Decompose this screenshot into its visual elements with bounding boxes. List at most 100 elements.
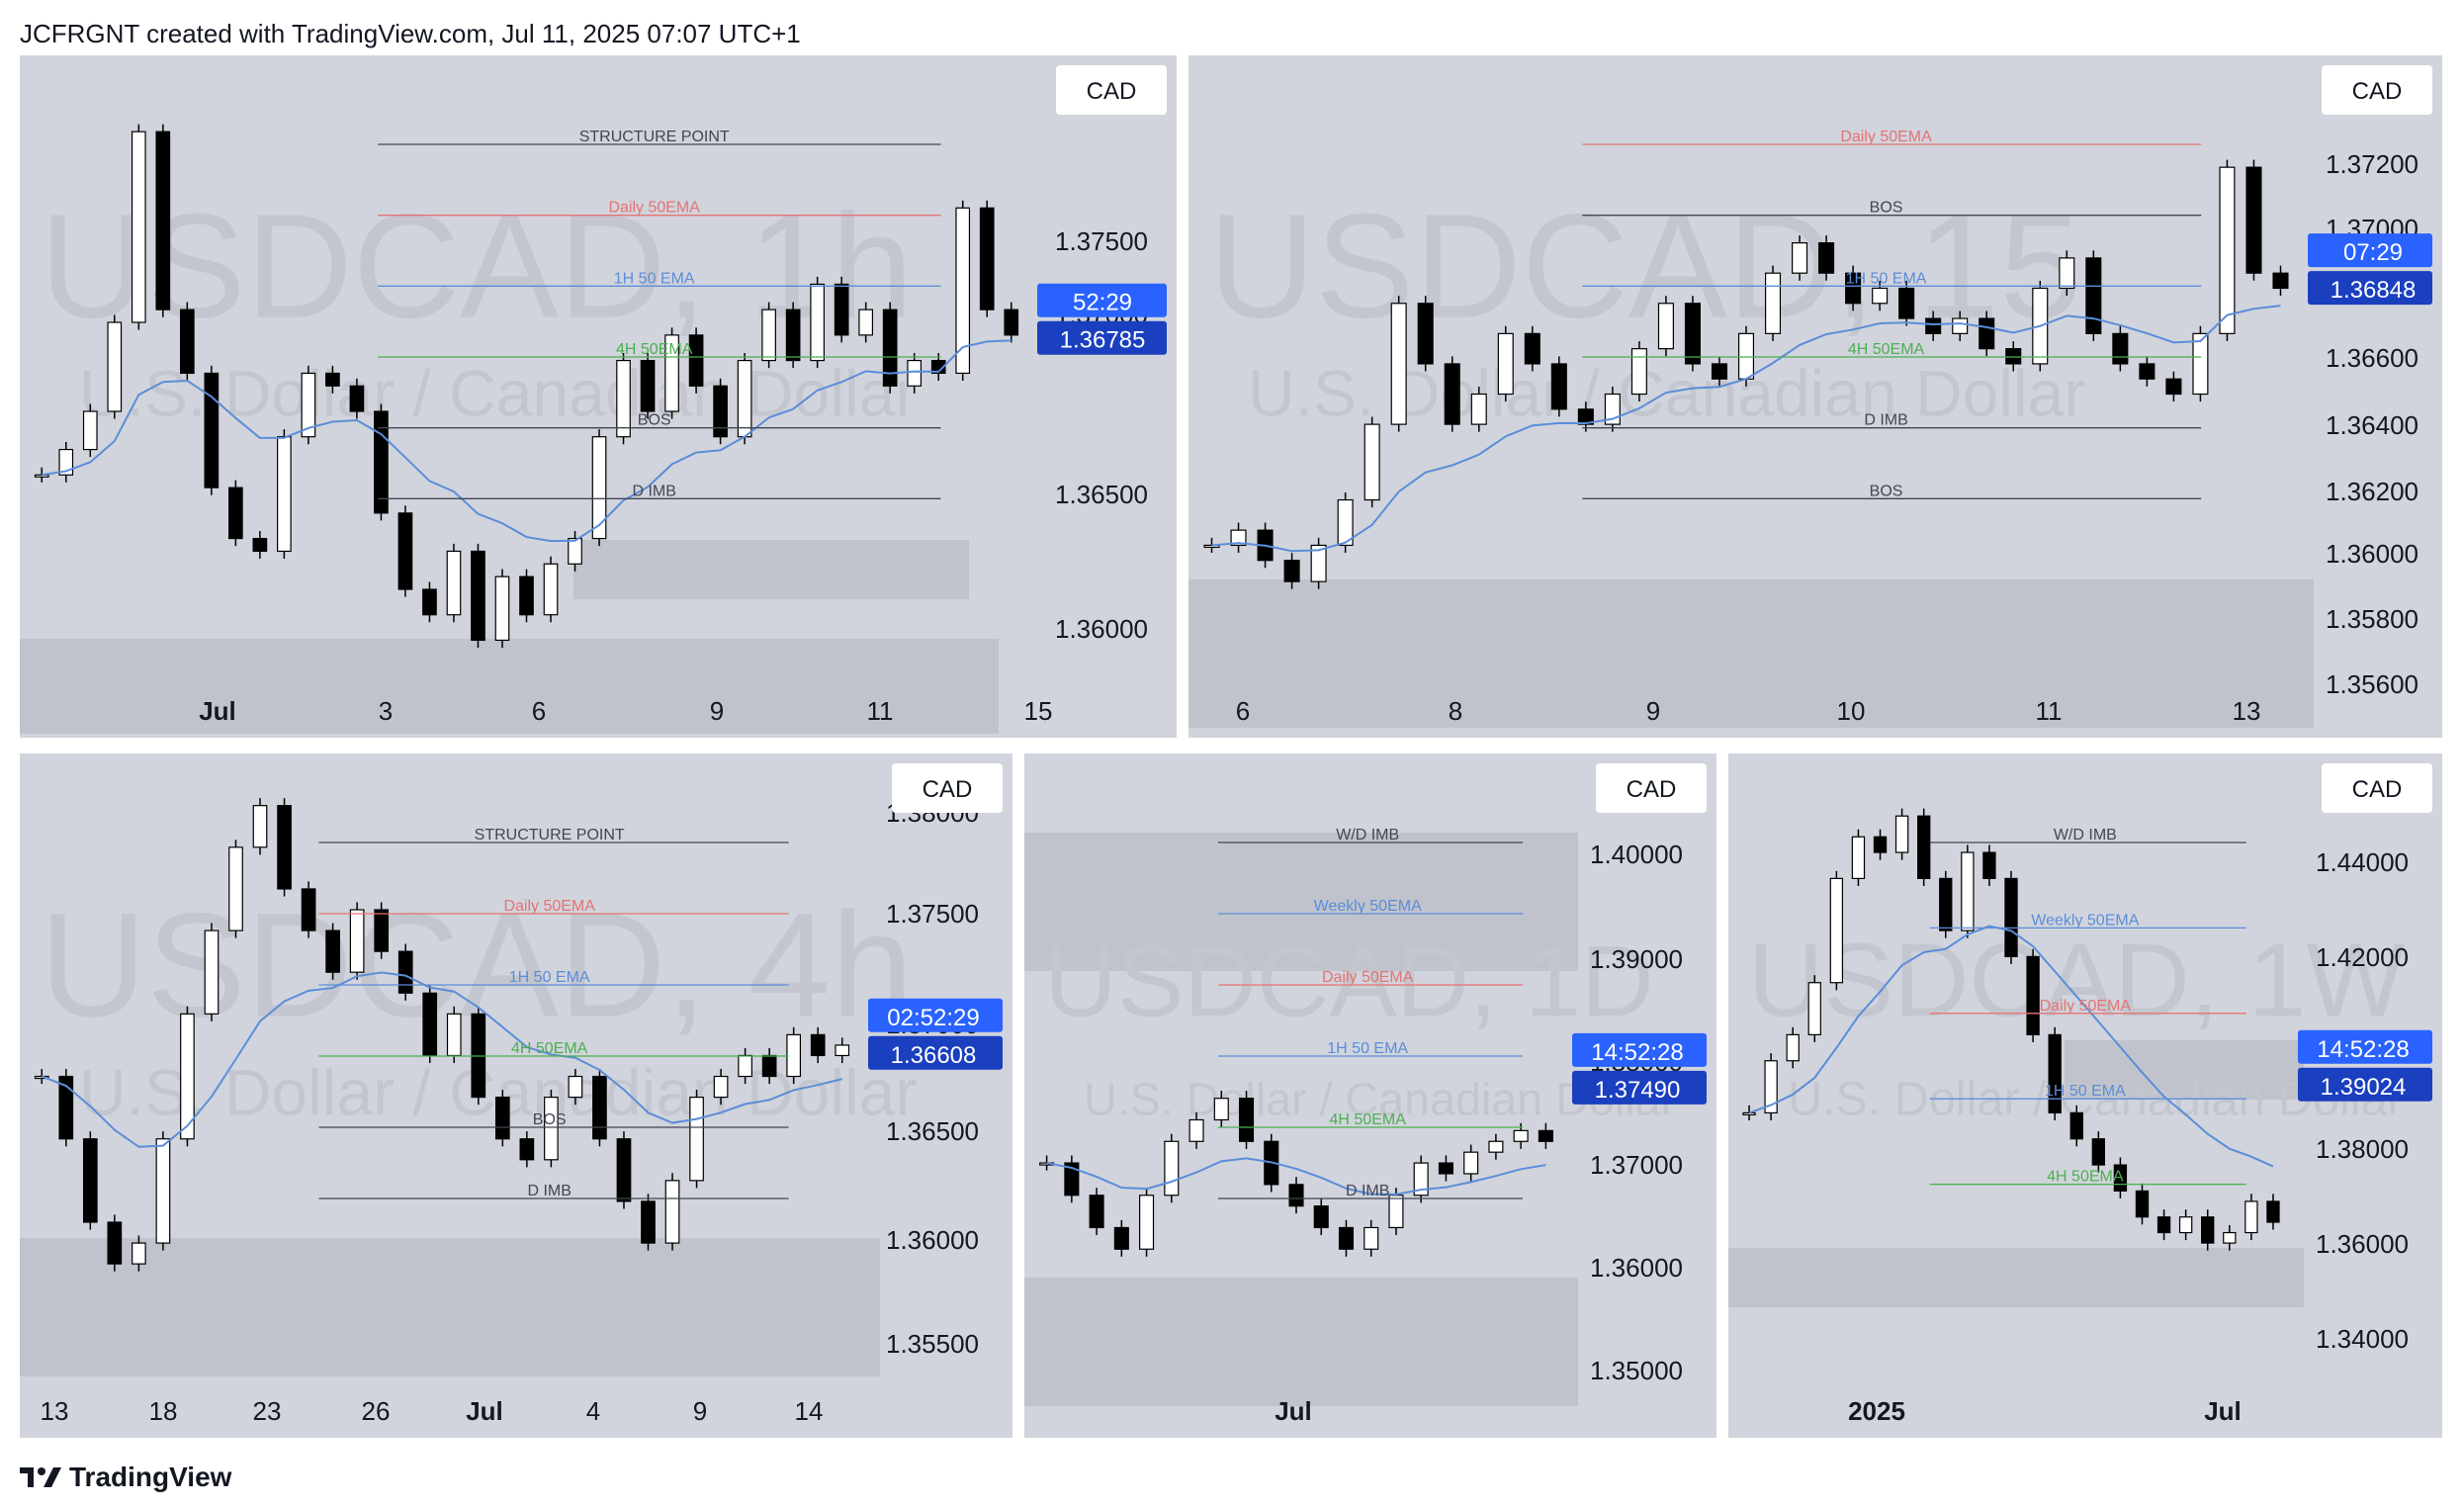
imbalance-zone [2065,1040,2304,1100]
x-tick-label: Jul [2204,1396,2242,1426]
candle-body [1288,1184,1304,1207]
candle-body [301,372,316,438]
candle-body [155,1138,171,1244]
annotation-label: 4H 50EMA [511,1040,588,1057]
x-tick-label: 26 [362,1396,391,1426]
chart-panel-top-left[interactable]: USDCAD, 1h U.S. Dollar / Canadian Dollar 1… [20,55,1177,738]
candle-body [374,909,390,952]
countdown-tag [868,998,1003,1032]
candle-body [1113,1226,1129,1250]
chart-panel-bottom-2[interactable]: USDCAD, 1D U.S. Dollar / Canadian Dollar 1… [1024,754,1716,1438]
candle-body [325,372,340,387]
currency-badge [2322,65,2432,115]
imbalance-zone [20,639,999,734]
candle-body [58,1075,74,1140]
y-tick-label: 1.36000 [2326,539,2419,569]
annotation-label: BOS [1870,483,1903,499]
y-tick-label: 1.35800 [2326,604,2419,634]
watermark-symbol: USDCAD, 1D [1044,925,1654,1037]
x-tick-label: 2025 [1848,1396,1905,1426]
candle-body [616,359,631,438]
candle-body [2165,378,2182,396]
candle-body [882,309,898,387]
candle-body [1064,1162,1080,1197]
candle-body [1894,815,1909,853]
candle-body [1764,1060,1778,1114]
annotation-label: Daily 50EMA [1322,969,1414,986]
imbalance-zone [1024,1278,1578,1406]
candle-body [228,846,243,931]
x-tick-label: 9 [1646,696,1660,726]
candle-body [688,334,704,387]
annotation-label: BOS [638,412,671,429]
x-tick-label: 9 [710,696,724,726]
chart-panel-bottom-1[interactable]: USDCAD, 4h U.S. Dollar / Canadian Dollar 1… [20,754,1012,1438]
annotation-label: STRUCTURE POINT [579,129,730,145]
candle-body [228,487,243,540]
annotation-label: D IMB [1346,1183,1389,1199]
candle-body [180,1013,195,1140]
y-tick-label: 1.39000 [1590,944,1683,974]
chart-panel-bottom-3[interactable]: USDCAD, 1W U.S. Dollar / Canadian Dollar 1… [1728,754,2442,1438]
chart-svg-bottom-3: USDCAD, 1WU.S. Dollar / Canadian Dollar1… [1728,763,2432,1426]
currency-badge [1056,65,1167,115]
countdown-label: 52:29 [1073,290,1132,316]
y-tick-label: 1.36000 [2316,1229,2409,1259]
imbalance-zone [1188,579,2314,728]
candle-body [204,930,220,1015]
annotation-label: STRUCTURE POINT [475,827,625,843]
candle-body [422,588,437,616]
candle-body [1711,363,1728,380]
y-tick-label: 1.36400 [2326,410,2419,440]
candle-body [107,321,123,412]
imbalance-zone [20,1238,880,1376]
y-tick-label: 1.38000 [2316,1134,2409,1164]
candle-body [2135,1190,2150,1218]
candle-body [640,359,656,412]
candle-body [1786,1033,1800,1062]
annotation-label: Daily 50EMA [1840,129,1932,145]
candle-body [1925,317,1942,334]
watermark-symbol: USDCAD, 1h [40,183,914,349]
candle-body [689,1097,704,1182]
countdown-label: 14:52:28 [1591,1039,1683,1066]
candle-body [374,410,389,514]
chart-svg-top-left: USDCAD, 1h U.S. Dollar / Canadian Dollar 1… [20,65,1167,734]
y-tick-label: 1.37200 [2326,149,2419,179]
candle-body [1313,1205,1329,1229]
currency-badge [1596,763,1707,813]
candle-body [446,550,462,616]
candle-body [738,1054,752,1078]
candle-body [1538,1129,1553,1142]
price-tag-label: 1.36848 [2331,277,2417,304]
candle-body [568,537,582,565]
currency-label: CAD [1627,776,1677,803]
candle-body [907,359,923,387]
chart-panel-top-right[interactable]: USDCAD, 15 U.S. Dollar / Canadian Dollar 1… [1188,55,2442,738]
candle-body [179,309,195,375]
candle-body [2069,1111,2083,1140]
y-tick-label: 1.34000 [2316,1324,2409,1354]
candle-body [1310,544,1327,582]
candle-body [1388,1195,1404,1229]
annotation-label: W/D IMB [2054,827,2117,843]
price-tag [1572,1070,1707,1105]
candle-body [2004,877,2018,958]
annotation-label: Daily 50EMA [503,898,595,915]
price-tag [2298,1067,2432,1102]
currency-label: CAD [1087,78,1137,105]
candle-body [1364,423,1380,501]
candle-body [519,576,534,616]
currency-label: CAD [2352,776,2403,803]
countdown-tag [1037,283,1167,317]
x-tick-label: 6 [532,696,546,726]
y-tick-label: 1.36000 [886,1225,979,1255]
x-tick-label: 10 [1837,696,1866,726]
annotation-label: 4H 50EMA [2047,1169,2124,1186]
y-tick-label: 1.37000 [1590,1150,1683,1180]
watermark-name: U.S. Dollar / Canadian Dollar [79,357,917,430]
candle-body [2223,1231,2237,1244]
candle-body [2085,257,2102,334]
candle-body [2156,1216,2171,1234]
candle-body [1979,317,1995,350]
